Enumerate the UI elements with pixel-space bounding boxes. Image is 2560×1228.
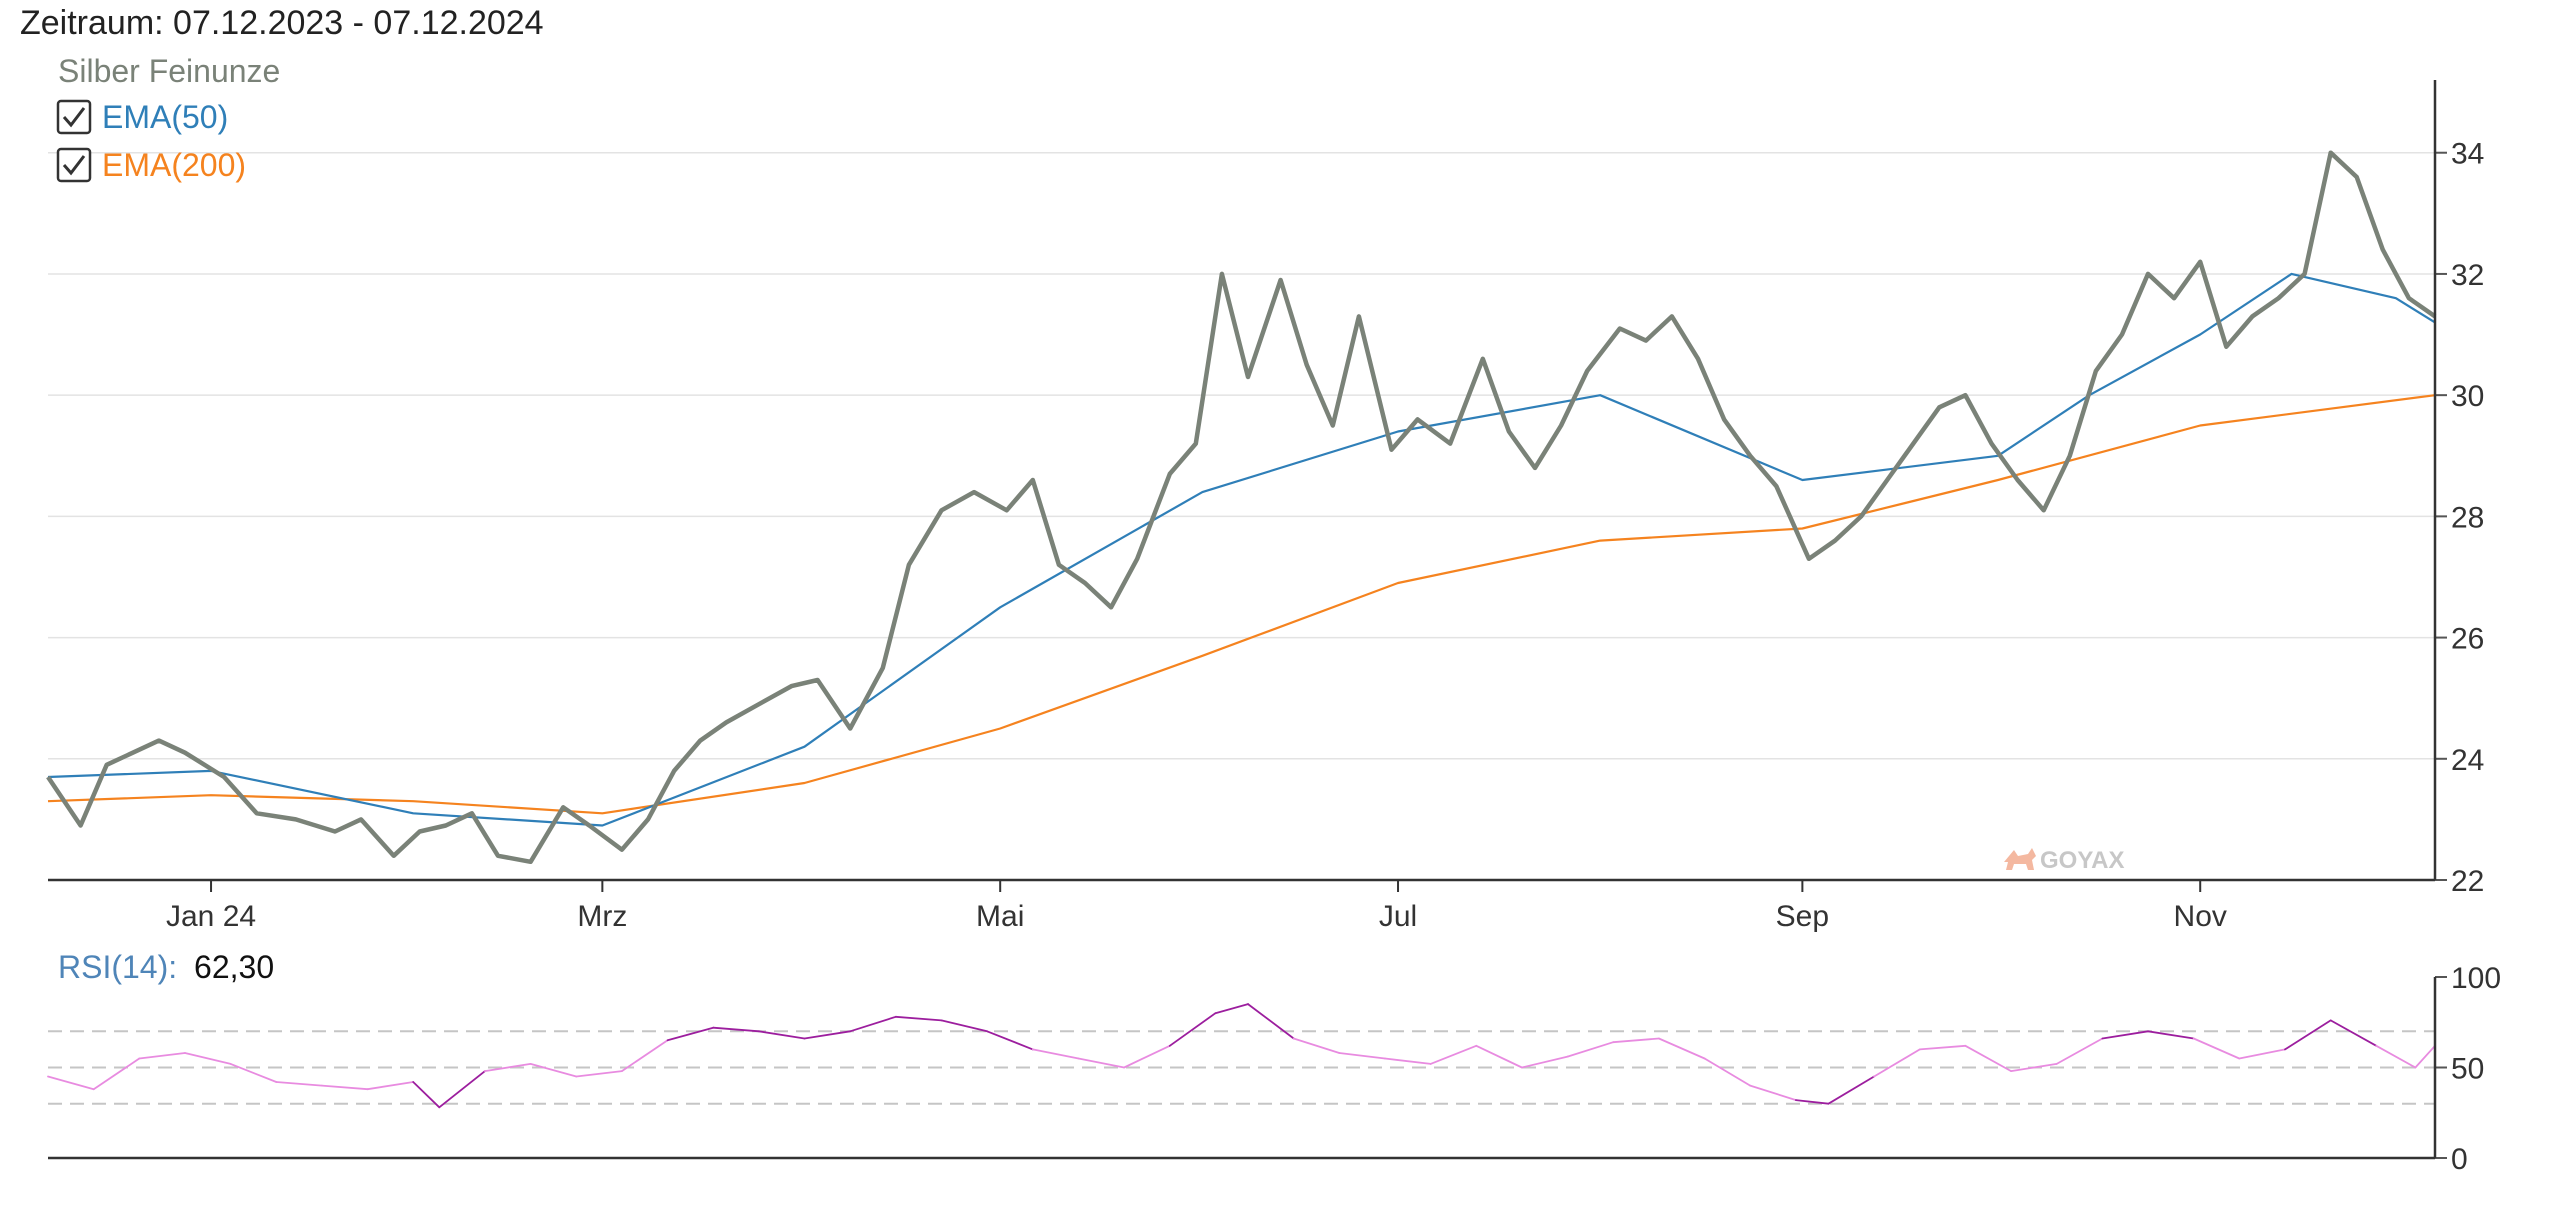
rsi-line-segment <box>1566 1041 1615 1058</box>
rsi-line-segment <box>92 1057 141 1091</box>
rsi-line-segment <box>1384 1057 1432 1065</box>
rsi-axes: 0 50 100 <box>48 962 2501 1176</box>
rsi-line-segment <box>940 1019 988 1033</box>
rsi-line-segment <box>666 1026 715 1042</box>
rsi-line-segment <box>229 1063 278 1083</box>
rsi-line-segment <box>529 1063 578 1078</box>
rsi-line-segment <box>712 1026 760 1033</box>
rsi-y-tick-label: 100 <box>2451 962 2501 995</box>
y-tick-label: 22 <box>2451 865 2484 898</box>
rsi-line-segment <box>2284 1019 2332 1051</box>
rsi-line-segment <box>1168 1012 1217 1047</box>
rsi-line-segment <box>1077 1057 1125 1069</box>
checkmark-icon <box>62 107 86 128</box>
watermark-text: GOYAX <box>2040 847 2124 874</box>
rsi-line-segment <box>275 1081 323 1087</box>
period-label: Zeitraum: <box>20 4 164 42</box>
rsi-series-layer <box>47 1003 2436 1109</box>
y-tick-label: 24 <box>2451 744 2484 777</box>
main-grid <box>48 151 2435 760</box>
rsi-line-segment <box>320 1084 369 1091</box>
legend-item-ema200[interactable]: EMA(200) <box>56 147 246 183</box>
rsi-line-segment <box>621 1039 669 1072</box>
rsi-line-segment <box>1658 1037 1706 1060</box>
main-axes: 22 24 26 28 30 32 34 Jan 24 Mrz Mai Jul Sep Nov <box>48 80 2484 933</box>
legend-ema200-label: EMA(200) <box>102 147 246 183</box>
rsi-line-segment <box>2329 1019 2378 1047</box>
y-tick-label: 34 <box>2451 138 2484 171</box>
ema50-checkbox[interactable] <box>56 99 92 135</box>
rsi-line-segment <box>1964 1044 2012 1072</box>
rsi-line-segment <box>1873 1048 1921 1078</box>
rsi-line-segment <box>484 1063 532 1072</box>
x-tick-label: Jul <box>1379 900 1417 933</box>
y-tick-label: 26 <box>2451 623 2484 656</box>
rsi-line-segment <box>2101 1030 2149 1040</box>
rsi-line-segment <box>2375 1044 2417 1069</box>
rsi-line-segment <box>803 1030 852 1040</box>
ema200-line <box>47 394 2436 815</box>
x-tick-label: Sep <box>1776 900 1829 933</box>
rsi-line-segment <box>1749 1084 1797 1101</box>
rsi-line-segment <box>438 1070 486 1109</box>
rsi-line-segment <box>412 1081 441 1109</box>
legend-item-ema50[interactable]: EMA(50) <box>56 99 228 135</box>
y-tick-label: 32 <box>2451 259 2484 292</box>
x-tick-label: Jan 24 <box>166 900 256 933</box>
y-tick-label: 30 <box>2451 380 2484 413</box>
rsi-line-segment <box>1612 1037 1660 1044</box>
rsi-line-segment <box>1918 1044 1967 1051</box>
rsi-line-segment <box>758 1030 806 1040</box>
rsi-grid <box>48 1030 2435 1105</box>
rsi-line-segment <box>894 1015 943 1022</box>
rsi-line-segment <box>1214 1003 1249 1015</box>
ema50-line <box>47 272 2436 827</box>
rsi-line-segment <box>2055 1037 2104 1065</box>
rsi-y-tick-label: 0 <box>2451 1143 2468 1176</box>
rsi-label: RSI(14): <box>58 949 177 985</box>
rsi-line-segment <box>1338 1052 1386 1060</box>
rsi-line-segment <box>1123 1044 1171 1069</box>
rsi-line-segment <box>575 1070 623 1078</box>
rsi-value: 62,30 <box>194 949 274 985</box>
rsi-line-segment <box>184 1052 232 1065</box>
legend-series-label: Silber Feinunze <box>58 53 280 89</box>
main-series-layer <box>46 150 2437 865</box>
rsi-y-tick-label: 50 <box>2451 1053 2484 1086</box>
rsi-line-segment <box>1475 1044 1523 1069</box>
x-tick-label: Mrz <box>577 900 627 933</box>
period-value: 07.12.2023 - 07.12.2024 <box>173 4 544 42</box>
rsi-line-segment <box>986 1030 1034 1051</box>
rsi-line-segment <box>1703 1057 1752 1087</box>
goyax-watermark: GOYAX <box>2004 847 2124 874</box>
rsi-line-segment <box>2192 1037 2241 1060</box>
rsi-line-segment <box>1031 1048 1080 1060</box>
rsi-line-segment <box>2147 1030 2195 1040</box>
y-tick-label: 28 <box>2451 501 2484 534</box>
rsi-line-segment <box>1292 1037 1341 1054</box>
checkmark-icon <box>62 155 86 176</box>
ema200-checkbox[interactable] <box>56 147 92 183</box>
rsi-line-segment <box>1429 1044 1478 1065</box>
period-header: Zeitraum: 07.12.2023 - 07.12.2024 <box>20 4 544 43</box>
rsi-line-segment <box>138 1052 186 1060</box>
legend-ema50-label: EMA(50) <box>102 99 228 135</box>
rsi-line-segment <box>47 1075 95 1091</box>
bull-logo-icon <box>2004 848 2036 870</box>
rsi-line-segment <box>1521 1055 1569 1069</box>
x-tick-label: Mai <box>976 900 1024 933</box>
price-line <box>46 150 2437 865</box>
rsi-line-segment <box>366 1081 415 1091</box>
rsi-line-segment <box>849 1015 897 1033</box>
rsi-line-segment <box>2238 1048 2286 1060</box>
rsi-line-segment <box>2414 1044 2436 1069</box>
rsi-line-segment <box>1827 1075 1875 1105</box>
rsi-line-segment <box>2010 1063 2058 1072</box>
x-tick-label: Nov <box>2174 900 2227 933</box>
rsi-line-segment <box>1795 1099 1830 1105</box>
rsi-header: RSI(14): 62,30 <box>58 949 274 985</box>
rsi-line-segment <box>1247 1003 1295 1040</box>
